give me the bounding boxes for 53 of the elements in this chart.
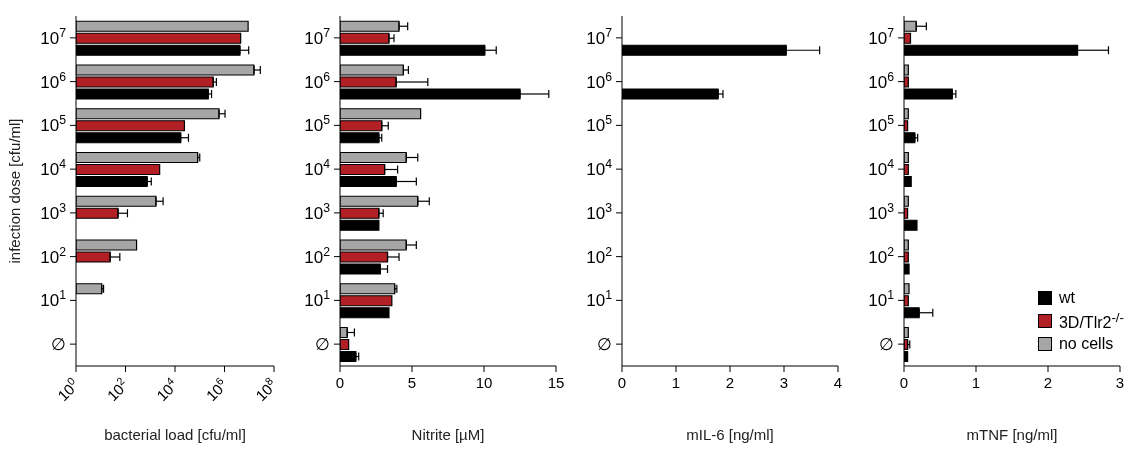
y-tick-label: 10$^{6}$ bbox=[868, 69, 895, 92]
y-tick-label: 10$^{7}$ bbox=[586, 25, 613, 48]
y-tick-label: 10$^{4}$ bbox=[304, 157, 331, 180]
x-tick-label: 15 bbox=[547, 374, 565, 391]
y-axis-title: infection dose [cfu/ml] bbox=[6, 118, 23, 264]
x-tick-label: 5 bbox=[407, 374, 417, 391]
x-axis-title: mIL-6 [ng/ml] bbox=[686, 426, 774, 443]
y-tick-label: 10$^{6}$ bbox=[586, 69, 613, 92]
y-tick-label: 10$^{5}$ bbox=[586, 113, 613, 136]
y-tick-label: 10$^{3}$ bbox=[304, 200, 331, 223]
y-tick-label: 10$^{6}$ bbox=[40, 69, 67, 92]
y-tick-label: 10$^{5}$ bbox=[40, 113, 67, 136]
legend-label: no cells bbox=[1058, 335, 1114, 353]
y-tick-label: 10$^{5}$ bbox=[304, 113, 331, 136]
y-tick-label: 10$^{3}$ bbox=[40, 200, 67, 223]
x-axis-title: bacterial load [cfu/ml] bbox=[104, 426, 246, 443]
x-tick-label: 2 bbox=[725, 374, 735, 391]
y-tick-label: 10$^{2}$ bbox=[868, 244, 895, 267]
x-tick-label: 4 bbox=[833, 374, 843, 391]
x-tick-label: 3 bbox=[779, 374, 789, 391]
y-tick-label: 10$^{7}$ bbox=[868, 25, 895, 48]
legend-label: 3D/Tlr2$^{-/-}$ bbox=[1058, 309, 1124, 332]
y-tick-label: 10$^{4}$ bbox=[868, 157, 895, 180]
y-tick-label: ∅ bbox=[597, 335, 612, 355]
x-axis-title: mTNF [ng/ml] bbox=[966, 426, 1058, 443]
y-tick-label: 10$^{3}$ bbox=[586, 200, 613, 223]
y-tick-label: 10$^{1}$ bbox=[586, 288, 613, 311]
y-tick-label: 10$^{1}$ bbox=[304, 288, 331, 311]
x-tick-label: 0 bbox=[617, 374, 627, 391]
y-tick-label: 10$^{4}$ bbox=[586, 157, 613, 180]
y-tick-label: ∅ bbox=[879, 335, 894, 355]
y-tick-label: 10$^{7}$ bbox=[40, 25, 67, 48]
y-tick-label: 10$^{6}$ bbox=[304, 69, 331, 92]
y-tick-label: 10$^{5}$ bbox=[868, 113, 895, 136]
y-tick-label: 10$^{4}$ bbox=[40, 157, 67, 180]
x-tick-label: 3 bbox=[1115, 374, 1125, 391]
y-tick-label: ∅ bbox=[315, 335, 330, 355]
x-axis-title: Nitrite [µM] bbox=[411, 426, 485, 443]
x-tick-label: 0 bbox=[335, 374, 345, 391]
y-tick-label: 10$^{2}$ bbox=[304, 244, 331, 267]
legend-label: wt bbox=[1058, 288, 1075, 307]
x-tick-label: 0 bbox=[899, 374, 909, 391]
x-tick-label: 10 bbox=[475, 374, 493, 391]
y-tick-label: 10$^{1}$ bbox=[868, 288, 895, 311]
y-tick-label: ∅ bbox=[51, 335, 66, 355]
y-tick-label: 10$^{3}$ bbox=[868, 200, 895, 223]
y-tick-label: 10$^{1}$ bbox=[40, 288, 67, 311]
x-tick-label: 1 bbox=[671, 374, 681, 391]
y-tick-label: 10$^{2}$ bbox=[40, 244, 67, 267]
x-tick-label: 1 bbox=[971, 374, 981, 391]
y-tick-label: 10$^{2}$ bbox=[586, 244, 613, 267]
y-tick-label: 10$^{7}$ bbox=[304, 25, 331, 48]
x-tick-label: 2 bbox=[1043, 374, 1053, 391]
